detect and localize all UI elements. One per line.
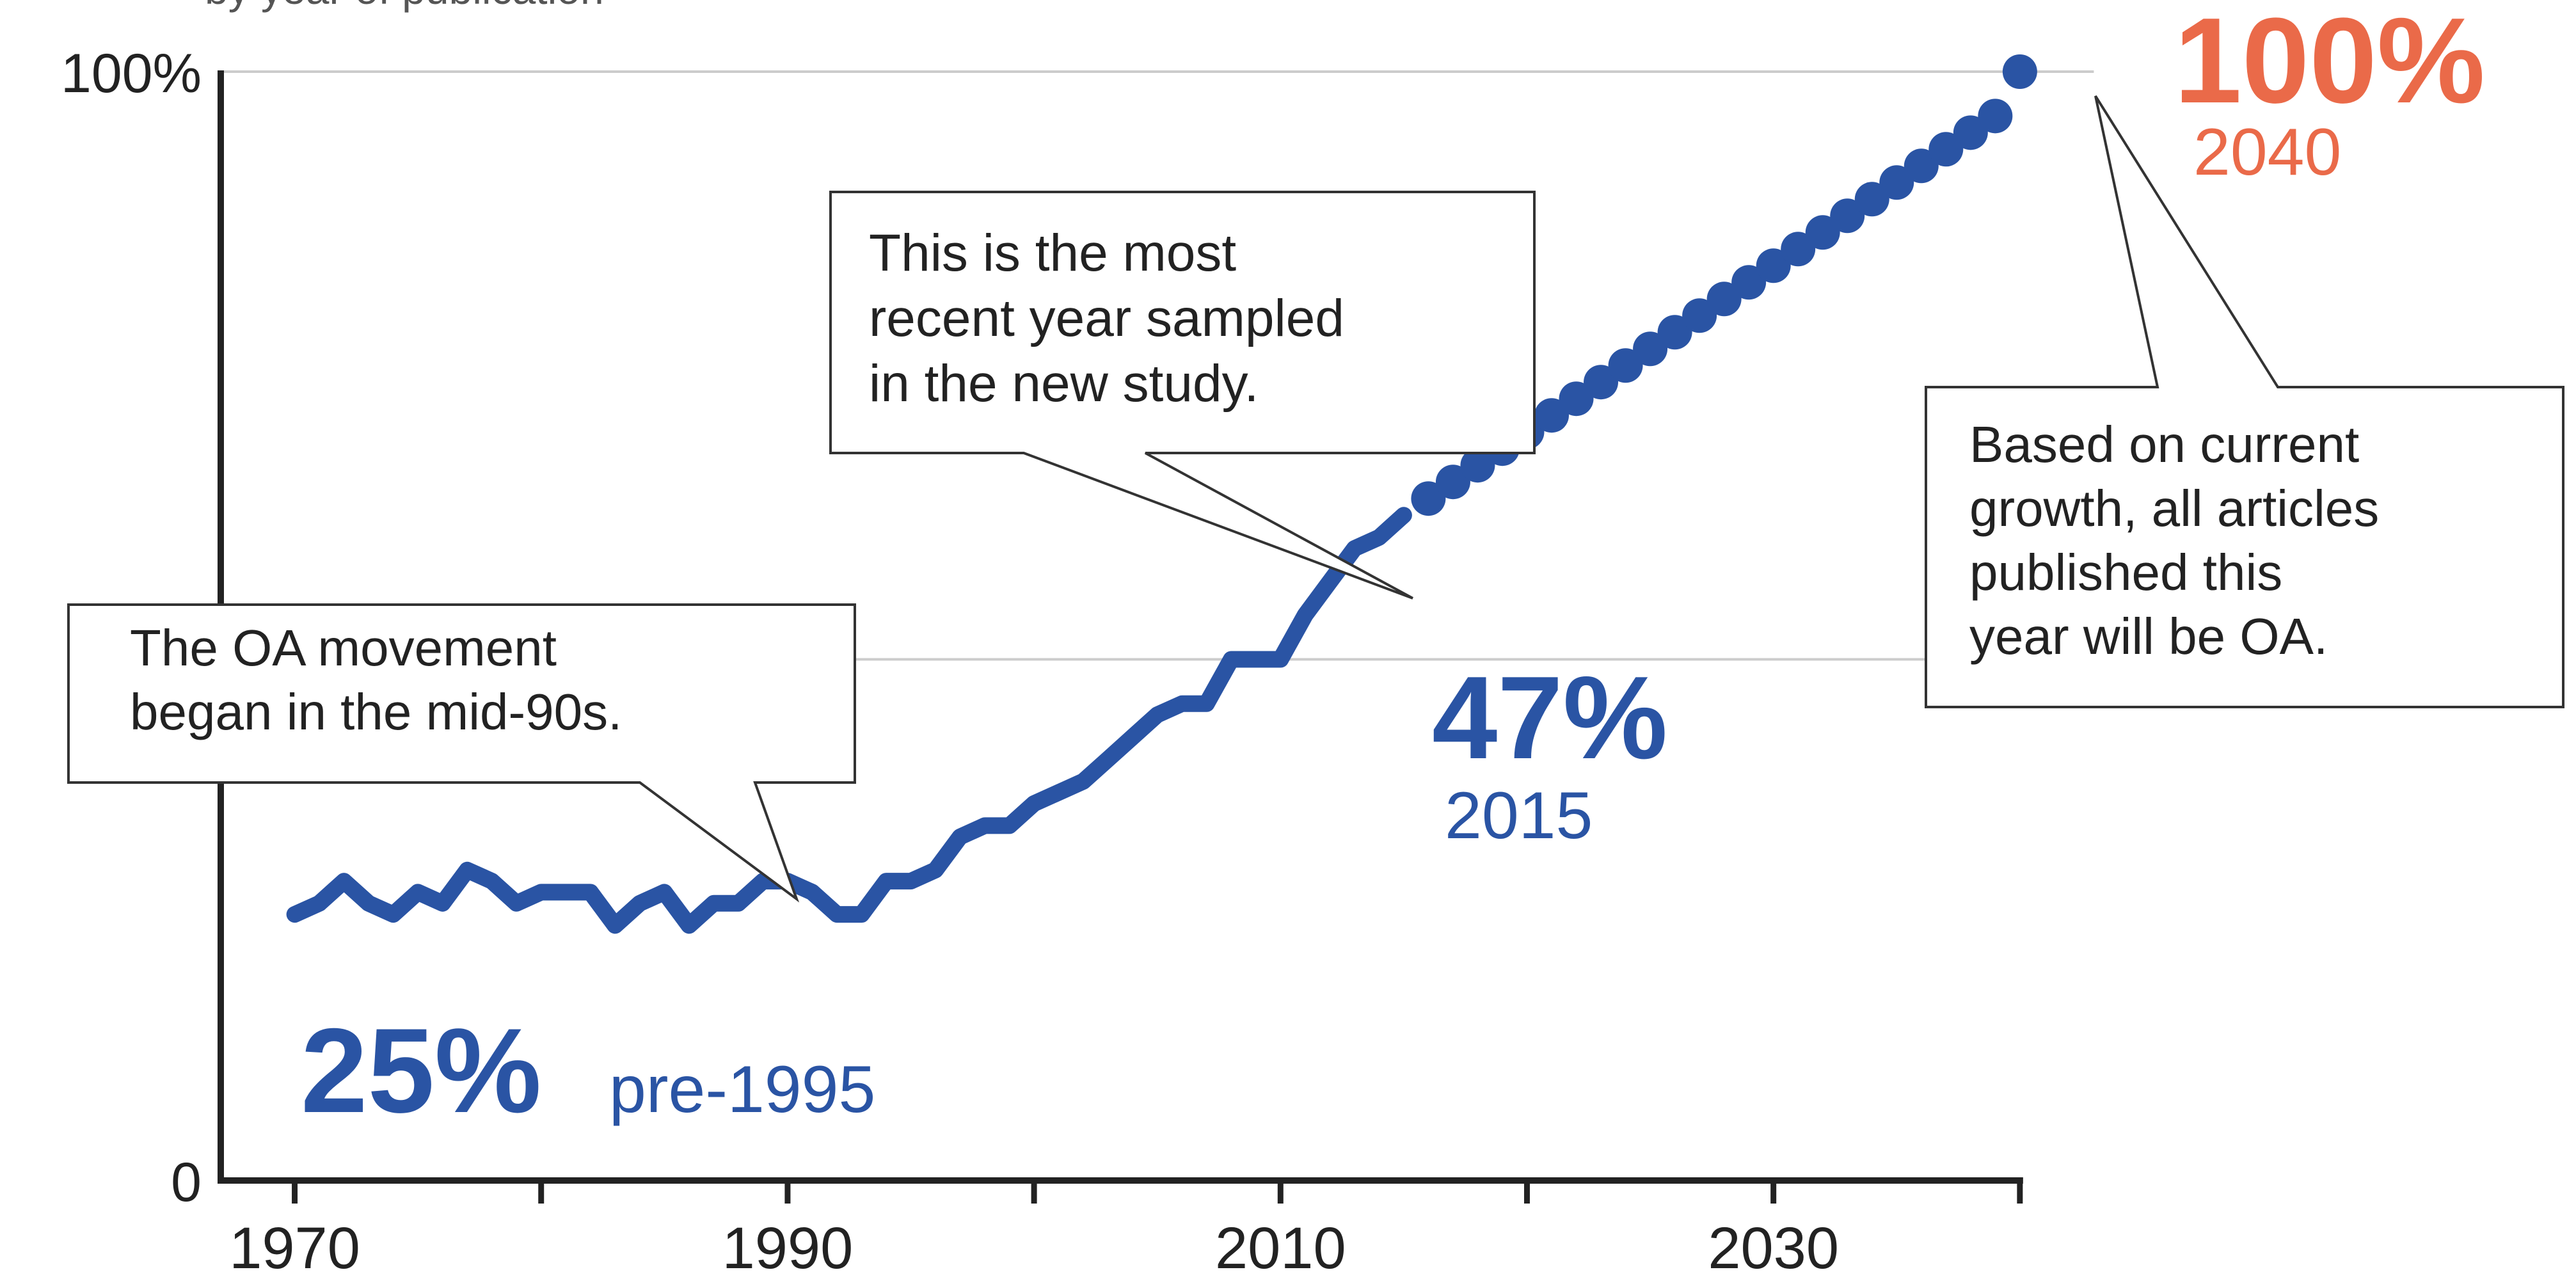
series-point-projection [1805, 215, 1840, 250]
callout-line: began in the mid-90s. [130, 683, 622, 740]
value-label-big: 25% [301, 1003, 541, 1138]
series-point-projection [1608, 348, 1643, 383]
chart-subtitle: by year of publication [205, 0, 604, 13]
series-point-projection [1682, 298, 1717, 333]
callout-line: year will be OA. [1969, 608, 2328, 665]
series-line-historic [286, 507, 1412, 934]
x-tick-label: 1970 [229, 1216, 360, 1272]
value-label-big: 47% [1432, 651, 1667, 783]
value-label-small: 2015 [1445, 779, 1593, 853]
series-point-projection [1657, 315, 1692, 350]
series-point-projection [2002, 54, 2037, 89]
series-point-projection [1854, 182, 1889, 217]
x-tick-label: 1990 [722, 1216, 854, 1272]
callout-oa-movement: The OA movement began in the mid-90s. [67, 603, 856, 903]
series-point-projection [1953, 115, 1988, 150]
series-point-projection [1879, 165, 1914, 200]
series-point-projection [1904, 148, 1939, 184]
label-100-2040: 100% 2040 [2174, 0, 2485, 189]
x-tick-label: 2030 [1708, 1216, 1839, 1272]
callout-text: Based on current growth, all articles pu… [1969, 416, 2393, 665]
series-point-projection [1584, 365, 1619, 400]
callout-recent-year: This is the most recent year sampled in … [829, 191, 1536, 600]
callout-line: recent year sampled [869, 289, 1344, 347]
series-point-projection [1460, 448, 1495, 483]
value-label-small: pre-1995 [609, 1053, 875, 1127]
callout-line: The OA movement [130, 619, 557, 676]
series-point-projection [1830, 198, 1865, 234]
series-point-projection [1756, 248, 1791, 283]
callout-line: This is the most [869, 224, 1236, 282]
callout-line: in the new study. [869, 354, 1259, 413]
series-point-projection [1731, 265, 1767, 300]
callout-line: published this [1969, 544, 2282, 601]
series-point-projection [1928, 132, 1964, 167]
callout-text: The OA movement began in the mid-90s. [130, 619, 622, 740]
series-point-projection [1559, 381, 1594, 417]
x-tick-label: 2010 [1215, 1216, 1346, 1272]
callout-box [67, 603, 856, 903]
callout-line: growth, all articles [1969, 480, 2379, 537]
series-point-projection [1411, 481, 1446, 516]
label-47-2015: 47% 2015 [1432, 651, 1667, 853]
callout-text: This is the most recent year sampled in … [869, 224, 1359, 413]
callout-based-on-growth: Based on current growth, all articles pu… [1925, 95, 2564, 708]
series-point-projection [1534, 398, 1569, 433]
series-point-projection [1633, 331, 1668, 367]
callout-box [829, 191, 1536, 600]
y-tick-label: 0 [171, 1152, 202, 1213]
y-tick-label: 100% [61, 43, 202, 104]
value-label-small: 2040 [2193, 115, 2341, 189]
series-point-projection [1435, 465, 1470, 500]
series-point-projection [1978, 99, 2013, 134]
label-25-pre1995: 25% pre-1995 [301, 1003, 875, 1138]
series-point-projection [1781, 232, 1816, 267]
callout-box [1925, 95, 2564, 708]
value-label-big: 100% [2174, 0, 2485, 129]
callout-line: Based on current [1969, 416, 2359, 473]
axes: 0 100% 1970 1990 2010 2030 [61, 43, 2023, 1272]
series-point-projection [1706, 282, 1742, 317]
